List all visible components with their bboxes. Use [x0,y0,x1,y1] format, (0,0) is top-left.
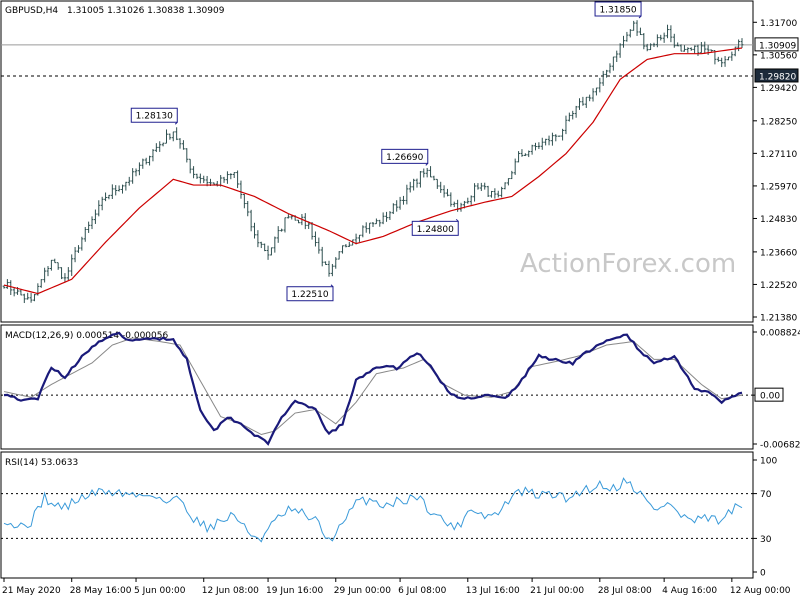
ohlc-readout: 1.31005 1.31026 1.30838 1.30909 [67,6,225,16]
symbol-label: GBPUSD,H4 [5,6,58,16]
price-panel-frame [0,0,754,323]
price-tick-label: 1.30560 [760,51,797,61]
rsi-panel-frame [0,451,754,579]
price-annotation-box [286,286,334,302]
price-axis: 1.31700 1.30560 1.29420 1.28250 1.27110 1.259… [753,19,799,324]
price-annotation-box [130,107,178,123]
macd-signal-line [3,337,743,436]
price-tick-label: 1.22520 [760,281,797,291]
price-annotation: 1.28130 [136,112,173,122]
time-tick-label: 21 May 2020 [2,586,61,596]
price-annotation-box [411,220,459,236]
price-annotation-box [381,148,429,164]
support-label: 1.29820 [759,72,796,82]
macd-panel-frame [0,324,754,450]
price-tick-label: 1.27110 [760,150,797,160]
price-annotation-leader [455,218,459,222]
rsi-tick-label: 30 [760,535,772,545]
rsi-axis: 100 70 30 0 [753,457,777,579]
price-annotation-leader [330,284,334,288]
support-tag [754,68,799,83]
price-tick-label: 1.31700 [760,19,797,29]
time-tick-label: 12 Jun 08:00 [202,586,259,596]
price-tick-label: 1.29420 [760,84,797,94]
time-tick-label: 19 Jun 16:00 [266,586,323,596]
price-annotation: 1.22510 [291,290,328,300]
macd-axis: 0.0088240.00-0.0068250.00 [753,329,800,451]
price-annotation: 1.26690 [386,153,423,163]
rsi-tick-label: 70 [760,490,772,500]
time-tick-label: 28 May 16:00 [70,586,132,596]
macd-line [3,331,743,446]
rsi-series [1,477,753,543]
price-annotation-leader [425,163,429,166]
moving-average [3,47,743,295]
macd-tick-label: -0.006825 [760,441,800,451]
macd-tick-label: 0.008824 [760,329,800,339]
price-tick-label: 1.28250 [760,117,797,127]
price-annotation-leader [174,121,178,125]
time-tick-label: 5 Jun 00:00 [134,586,186,596]
time-tick-label: 21 Jul 00:00 [530,586,584,596]
price-tick-label: 1.25970 [760,182,797,192]
time-tick-label: 29 Jun 00:00 [334,586,391,596]
rsi-tick-label: 100 [760,457,777,467]
macd-series [1,331,753,446]
macd-current-tag [754,387,784,402]
price-tick-label: 1.23660 [760,248,797,258]
price-annotation-box [594,1,642,17]
time-tick-label: 28 Jul 08:00 [598,586,652,596]
price-tick-label: 1.24830 [760,215,797,225]
rsi-line [3,477,743,543]
price-annotations: 1.28130 1.22510 1.26690 1.24800 1.31850 [130,1,642,302]
time-tick-label: 4 Aug 16:00 [662,586,717,596]
guide-lines [1,44,753,77]
current-price-label: 1.30909 [759,41,796,51]
moving-average-line [3,47,743,295]
time-tick-label: 6 Jul 08:00 [398,586,447,596]
price-tick-label: 1.21380 [760,314,797,324]
price-series [2,20,744,304]
price-annotation: 1.24800 [417,225,454,235]
macd-title: MACD(12,26,9) 0.000514 -0.000056 [5,331,168,341]
current-price-tag [754,37,799,52]
time-tick-label: 12 Aug 00:00 [730,586,791,596]
price-annotation-leader [638,15,642,19]
time-axis: 21 May 2020 28 May 16:00 5 Jun 00:00 12 Jun… [2,578,791,596]
rsi-title: RSI(14) 53.0633 [5,458,78,468]
time-tick-label: 13 Jul 16:00 [466,586,520,596]
macd-current-label: 0.00 [760,392,780,402]
rsi-tick-label: 0 [760,569,766,579]
price-annotation: 1.31850 [599,6,636,16]
watermark: ActionForex.com [520,249,736,279]
